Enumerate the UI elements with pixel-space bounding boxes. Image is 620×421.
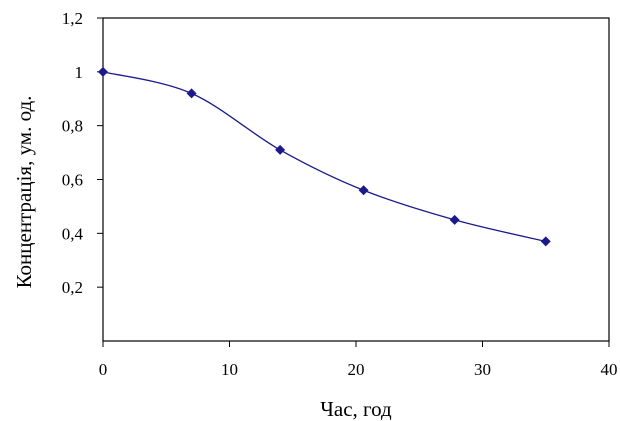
y-tick-label: 0,2 [62,278,83,297]
x-tick-label: 30 [474,360,491,379]
y-tick-label: 0,8 [62,117,83,136]
y-axis-label: Концентрація, ум. од. [12,96,36,289]
y-axis: 0,2 0,4 0,6 0,8 1 1,2 [62,9,103,297]
series-line [102,71,546,243]
y-tick-label: 1,2 [62,9,83,28]
x-tick-label: 40 [601,360,618,379]
x-axis: 0 10 20 30 40 [99,341,618,379]
x-axis-label: Час, год [320,397,392,421]
data-point [98,66,108,77]
plot-area-frame [102,17,610,342]
data-markers [98,66,551,247]
data-point [449,214,460,225]
data-point [358,185,369,196]
x-tick-label: 10 [221,360,238,379]
data-point [275,144,286,155]
y-tick-label: 1 [75,63,84,82]
x-tick-label: 20 [348,360,365,379]
data-point [540,236,551,247]
data-point [186,88,197,99]
x-tick-label: 0 [99,360,108,379]
y-tick-label: 0,4 [62,224,84,243]
y-tick-label: 0,6 [62,171,83,190]
